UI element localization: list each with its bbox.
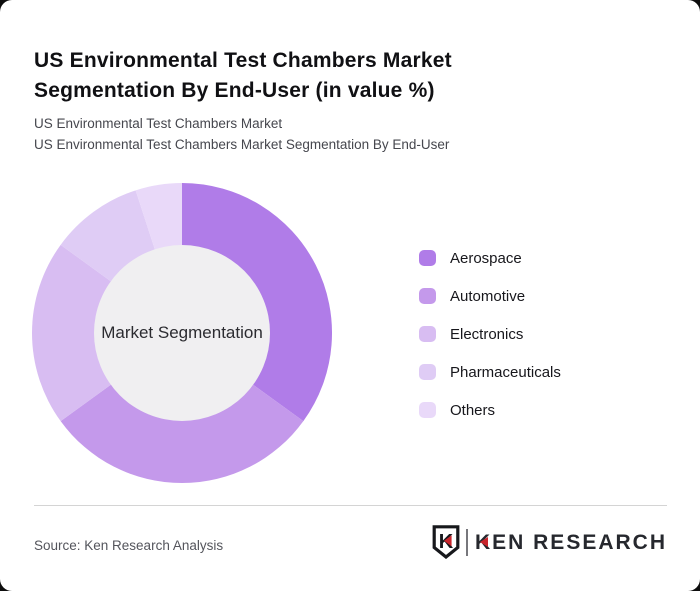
legend-swatch-electronics (419, 326, 436, 342)
legend-item-electronics: Electronics (419, 325, 561, 343)
legend-swatch-aerospace (419, 250, 436, 266)
footer-divider (34, 505, 667, 506)
legend-item-aerospace: Aerospace (419, 249, 561, 267)
legend-swatch-others (419, 402, 436, 418)
ken-research-logo: K KEN RESEARCH (432, 524, 667, 560)
source-note: Source: Ken Research Analysis (34, 538, 224, 553)
legend-item-automotive: Automotive (419, 287, 561, 305)
chart-title: US Environmental Test Chambers Market Se… (34, 49, 452, 103)
logo-separator (465, 528, 468, 556)
logo-shield-red-triangle-icon (443, 535, 452, 547)
legend-label: Electronics (450, 325, 524, 343)
chart-subtitle-line2: US Environmental Test Chambers Market Se… (34, 137, 450, 152)
legend-label: Pharmaceuticals (450, 363, 561, 381)
logo-brand-label: KEN RESEARCH (474, 530, 667, 554)
legend-swatch-pharmaceuticals (419, 364, 436, 380)
donut-center-label: Market Segmentation (101, 323, 263, 342)
chart-subtitle-line1: US Environmental Test Chambers Market (34, 116, 283, 131)
legend-label: Automotive (450, 287, 526, 305)
donut-chart: Market Segmentation (32, 183, 332, 483)
logo-shield-icon: K (432, 525, 460, 559)
chart-subtitle: US Environmental Test Chambers Market US… (34, 113, 449, 155)
legend-item-pharmaceuticals: Pharmaceuticals (419, 363, 561, 381)
logo-k-red-triangle-icon (479, 536, 488, 547)
chart-legend: Aerospace Automotive Electronics Pharmac… (419, 250, 561, 440)
legend-swatch-automotive (419, 288, 436, 304)
legend-item-others: Others (419, 401, 561, 419)
donut-center-circle: Market Segmentation (94, 245, 270, 421)
legend-label: Aerospace (450, 249, 522, 267)
legend-label: Others (450, 401, 496, 419)
logo-brand-text: KEN RESEARCH (475, 529, 667, 556)
